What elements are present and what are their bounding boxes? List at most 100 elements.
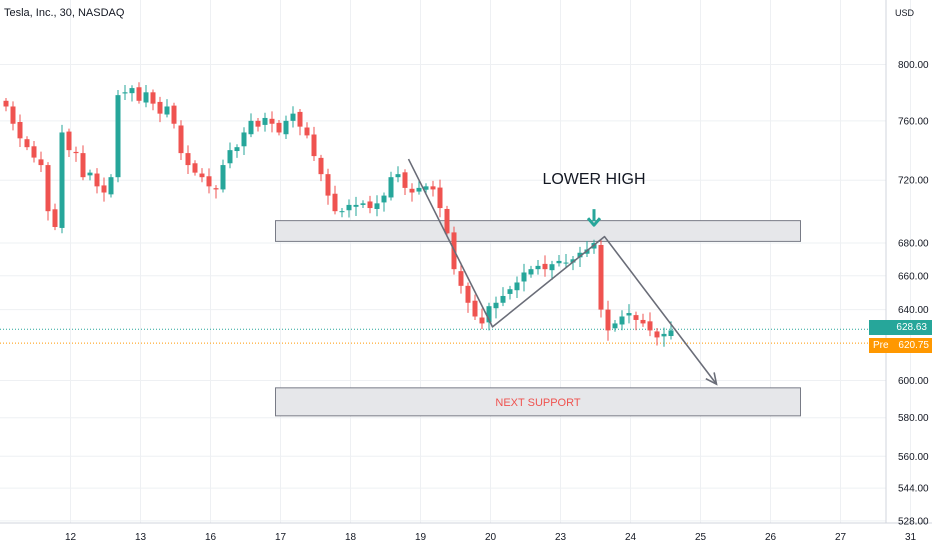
candle-body bbox=[115, 95, 121, 178]
candle-body bbox=[318, 157, 324, 175]
candle-body bbox=[507, 289, 513, 294]
candle-body bbox=[640, 319, 646, 324]
candle-body bbox=[479, 317, 485, 324]
candle-body bbox=[94, 173, 100, 187]
lower-high-arrow-head bbox=[586, 217, 602, 227]
candle-body bbox=[395, 174, 401, 178]
candle-body bbox=[157, 101, 163, 114]
x-tick-label: 27 bbox=[835, 532, 847, 543]
candle-body bbox=[59, 132, 65, 228]
pre-market-label: Pre bbox=[873, 340, 889, 351]
candle-body bbox=[549, 264, 555, 271]
candle-body bbox=[542, 263, 548, 270]
x-tick-label: 18 bbox=[345, 532, 357, 543]
currency-label: USD bbox=[895, 8, 915, 18]
candle-body bbox=[283, 120, 289, 135]
candle-body bbox=[213, 188, 219, 190]
candle-body bbox=[556, 260, 562, 264]
candle-body bbox=[164, 106, 170, 115]
candle-body bbox=[374, 203, 380, 209]
candle-body bbox=[535, 265, 541, 270]
candle-body bbox=[619, 316, 625, 325]
candlesticks bbox=[3, 82, 674, 347]
candle-body bbox=[199, 173, 205, 178]
candle-body bbox=[381, 195, 387, 203]
candle-body bbox=[633, 315, 639, 320]
candle-body bbox=[73, 151, 79, 154]
candle-body bbox=[192, 163, 198, 173]
x-tick-label: 13 bbox=[135, 532, 147, 543]
candle-body bbox=[353, 204, 359, 207]
candle-body bbox=[647, 321, 653, 331]
x-tick-label: 20 bbox=[485, 532, 497, 543]
candle-body bbox=[66, 131, 72, 151]
candle-body bbox=[276, 122, 282, 133]
candle-body bbox=[52, 209, 58, 227]
candle-body bbox=[31, 146, 37, 158]
candle-body bbox=[346, 204, 352, 211]
chart-annotations: LOWER HIGH NEXT SUPPORT bbox=[495, 171, 645, 409]
candle-body bbox=[241, 132, 247, 147]
candle-body bbox=[458, 271, 464, 286]
candle-body bbox=[17, 121, 23, 139]
chart-grid bbox=[0, 0, 911, 523]
y-tick-label: 528.00 bbox=[898, 516, 929, 527]
pre-market-price-value: 620.75 bbox=[898, 340, 929, 351]
candle-body bbox=[360, 203, 366, 205]
candle-body bbox=[248, 120, 254, 135]
candle-body bbox=[108, 177, 114, 195]
candle-body bbox=[220, 165, 226, 190]
candle-body bbox=[3, 100, 9, 107]
candle-body bbox=[430, 186, 436, 190]
candle-body bbox=[668, 330, 674, 337]
candle-body bbox=[605, 309, 611, 331]
y-tick-label: 760.00 bbox=[898, 116, 929, 127]
y-tick-label: 680.00 bbox=[898, 239, 929, 250]
candle-body bbox=[612, 323, 618, 329]
price-lines bbox=[0, 328, 886, 344]
x-tick-label: 12 bbox=[65, 532, 77, 543]
candle-body bbox=[227, 150, 233, 164]
last-price-value: 628.63 bbox=[896, 322, 927, 333]
candle-body bbox=[577, 252, 583, 258]
candle-body bbox=[514, 282, 520, 291]
candle-body bbox=[87, 172, 93, 176]
candle-body bbox=[311, 134, 317, 157]
y-tick-label: 544.00 bbox=[898, 484, 929, 495]
x-tick-label: 17 bbox=[275, 532, 287, 543]
candle-body bbox=[437, 187, 443, 209]
resistance-zone bbox=[275, 220, 801, 242]
candle-body bbox=[262, 117, 268, 125]
candle-body bbox=[402, 172, 408, 188]
lower-high-label: LOWER HIGH bbox=[542, 171, 645, 188]
x-tick-label: 16 bbox=[205, 532, 217, 543]
candle-body bbox=[269, 118, 275, 124]
candle-body bbox=[465, 285, 471, 303]
trend-arrowhead bbox=[705, 372, 718, 386]
candle-body bbox=[129, 88, 135, 94]
candle-body bbox=[304, 127, 310, 136]
y-tick-label: 720.00 bbox=[898, 176, 929, 187]
candle-body bbox=[423, 186, 429, 190]
candle-body bbox=[388, 177, 394, 198]
trend-lines bbox=[407, 158, 718, 386]
x-tick-label: 19 bbox=[415, 532, 427, 543]
candle-body bbox=[45, 165, 51, 212]
candle-body bbox=[472, 300, 478, 317]
candle-body bbox=[297, 111, 303, 127]
x-tick-label: 25 bbox=[695, 532, 707, 543]
candle-body bbox=[444, 208, 450, 234]
candle-body bbox=[10, 106, 16, 124]
symbol-title: Tesla, Inc., 30, NASDAQ bbox=[4, 7, 125, 19]
candle-body bbox=[493, 302, 499, 309]
candle-body bbox=[185, 153, 191, 166]
candle-body bbox=[598, 244, 604, 310]
candle-body bbox=[80, 153, 86, 178]
support-zone bbox=[275, 387, 801, 417]
candle-body bbox=[136, 87, 142, 101]
candle-body bbox=[143, 92, 149, 103]
candle-body bbox=[661, 333, 667, 337]
y-tick-label: 660.00 bbox=[898, 271, 929, 282]
